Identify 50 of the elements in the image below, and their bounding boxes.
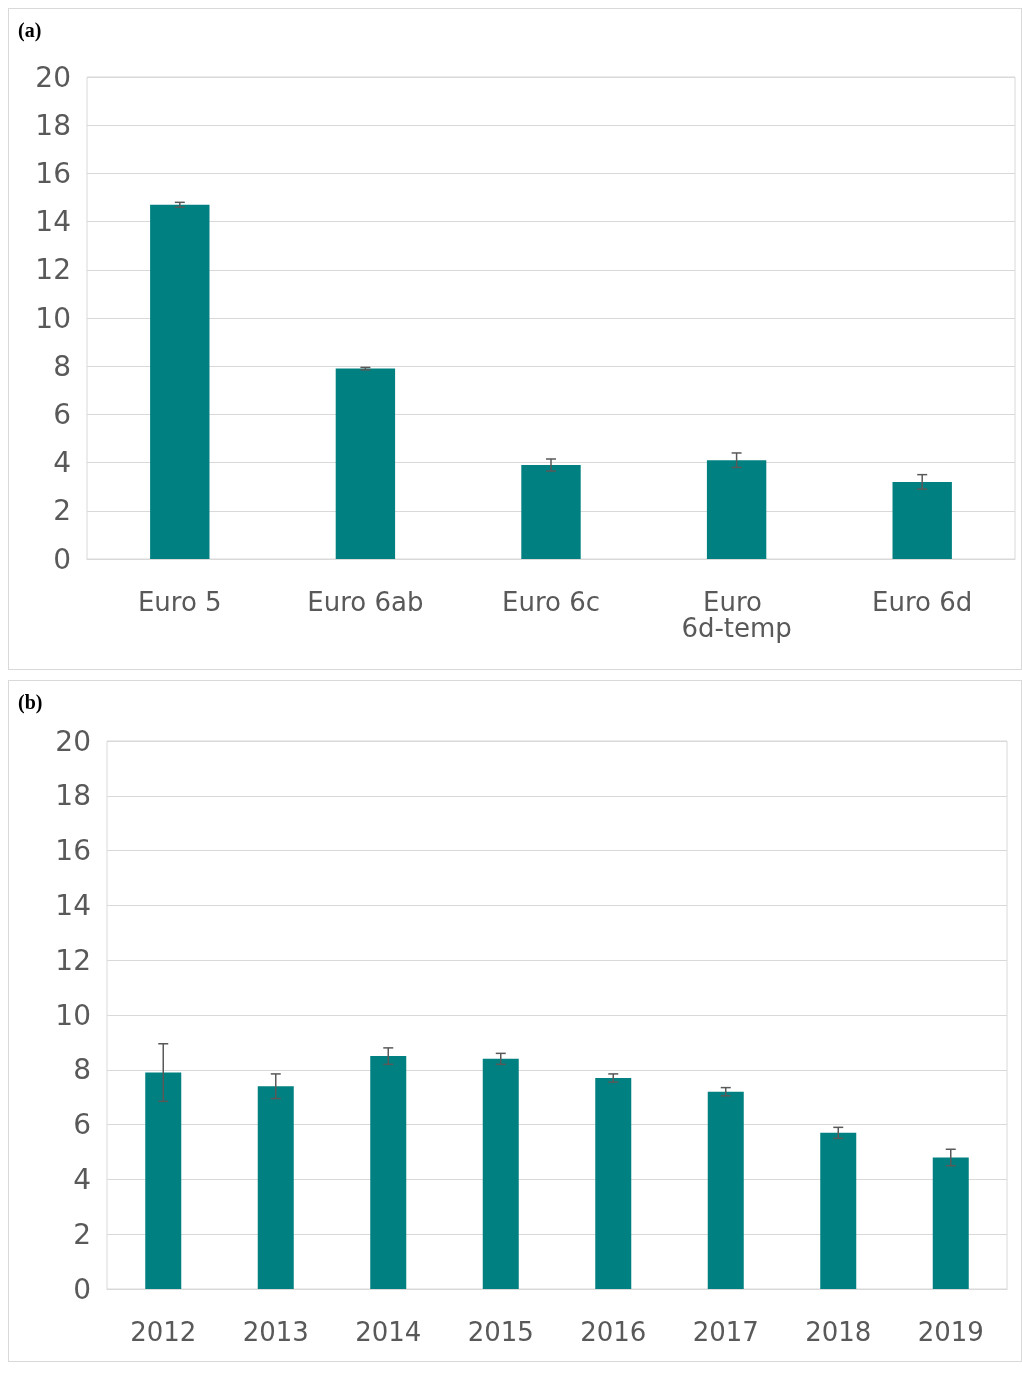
x-tick-label: 2018 xyxy=(805,1317,872,1347)
bar xyxy=(150,204,210,559)
y-tick-label: 12 xyxy=(35,253,71,287)
x-tick-label: 2014 xyxy=(355,1317,422,1347)
bar xyxy=(370,1056,407,1289)
bar xyxy=(482,1058,519,1289)
bar xyxy=(335,368,396,559)
y-tick-label: 8 xyxy=(73,1053,91,1087)
y-tick-label: 4 xyxy=(53,446,71,480)
bar xyxy=(892,481,952,559)
x-tick-label: 2017 xyxy=(692,1317,759,1347)
x-tick-label: Euro 5 xyxy=(137,587,222,617)
bar xyxy=(595,1078,632,1289)
y-tick-label: 10 xyxy=(35,301,71,335)
bar xyxy=(707,1091,744,1289)
x-tick-label: 2019 xyxy=(917,1317,984,1347)
x-tick-label: 2016 xyxy=(580,1317,647,1347)
bar xyxy=(820,1132,857,1289)
bar xyxy=(257,1086,294,1289)
y-tick-label: 16 xyxy=(55,834,91,868)
y-tick-label: 4 xyxy=(73,1162,91,1196)
y-tick-label: 14 xyxy=(35,205,71,239)
y-tick-label: 0 xyxy=(73,1272,91,1306)
y-tick-label: 18 xyxy=(55,779,91,813)
chart-title: (a) xyxy=(18,19,42,42)
y-tick-label: 20 xyxy=(35,60,71,94)
bar xyxy=(145,1072,182,1289)
y-tick-label: 6 xyxy=(73,1108,91,1142)
y-tick-label: 14 xyxy=(55,888,91,922)
bar xyxy=(706,460,767,559)
x-tick-label: Euro 6c xyxy=(501,587,601,617)
x-tick-label: Euro 6ab xyxy=(307,587,424,617)
y-tick-label: 18 xyxy=(35,108,71,142)
x-tick-label: 2012 xyxy=(130,1317,197,1347)
y-tick-label: 10 xyxy=(55,998,91,1032)
x-tick-label: 2015 xyxy=(467,1317,534,1347)
x-tick-label: Euro 6d-temp xyxy=(681,587,792,643)
y-tick-label: 6 xyxy=(53,397,71,431)
x-tick-label: 2013 xyxy=(242,1317,309,1347)
bar xyxy=(932,1157,969,1289)
bar xyxy=(521,465,581,559)
y-tick-label: 20 xyxy=(55,724,91,758)
y-tick-label: 12 xyxy=(55,943,91,977)
y-tick-label: 16 xyxy=(35,156,71,190)
y-tick-label: 8 xyxy=(53,349,71,383)
y-tick-label: 2 xyxy=(53,494,71,528)
y-tick-label: 0 xyxy=(53,542,71,576)
y-tick-label: 2 xyxy=(73,1217,91,1251)
x-tick-label: Euro 6d xyxy=(872,587,973,617)
chart-title: (b) xyxy=(18,691,43,714)
